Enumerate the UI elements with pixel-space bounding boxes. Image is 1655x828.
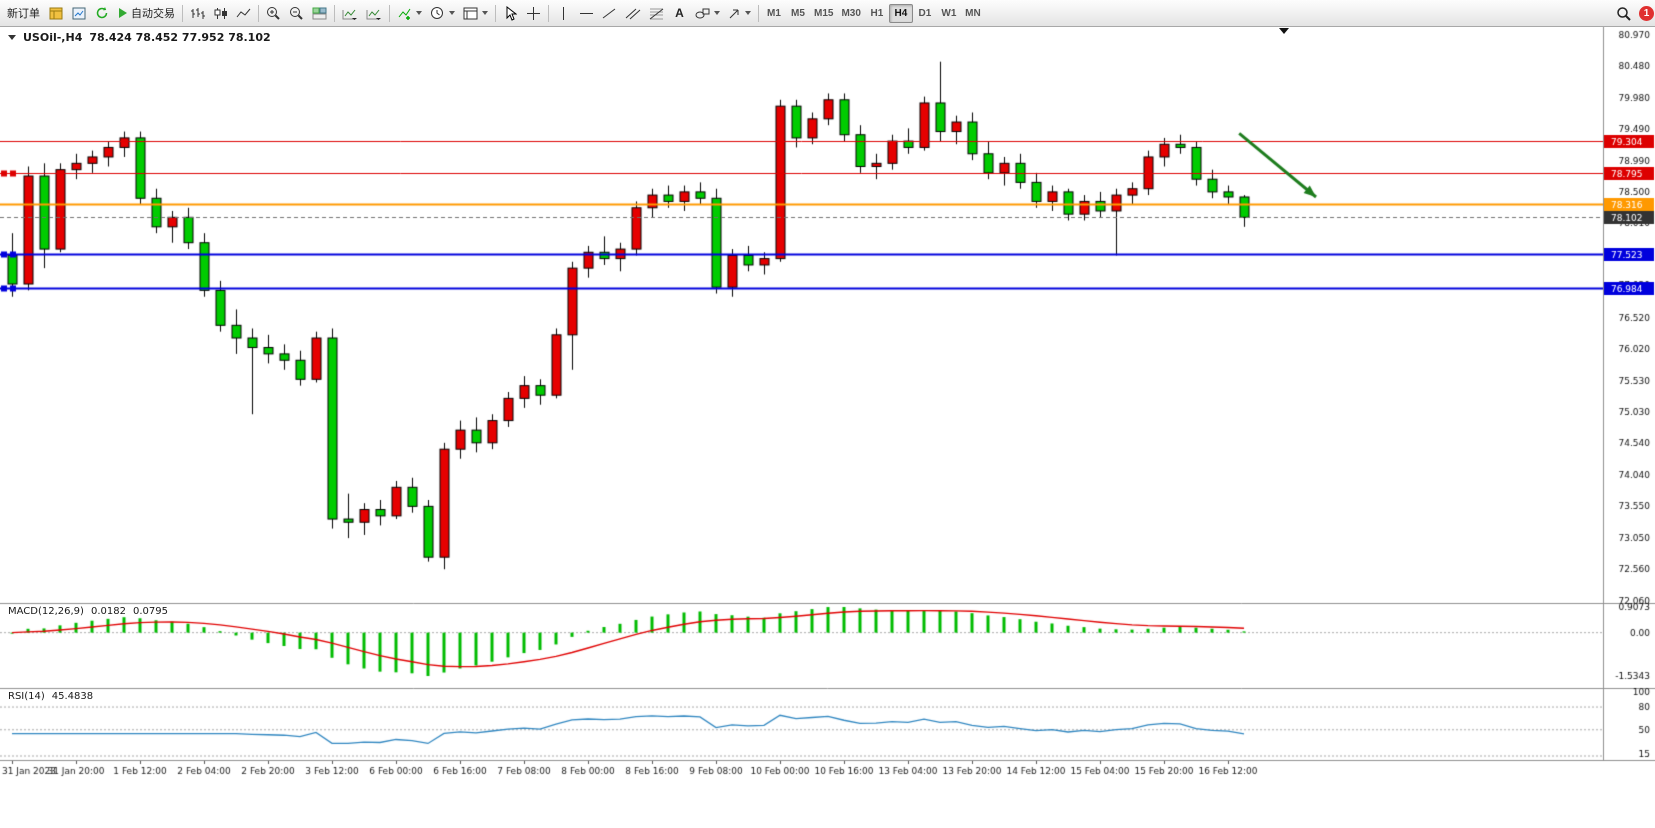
trendline-button[interactable]: [598, 3, 621, 24]
refresh-button[interactable]: [90, 3, 113, 24]
tile-windows-button[interactable]: [308, 3, 331, 24]
tile-windows-icon: [312, 7, 327, 19]
timeframe-m5-button[interactable]: M5: [786, 4, 810, 23]
chart-shift-button[interactable]: [362, 3, 386, 24]
zoom-out-button[interactable]: [285, 3, 308, 24]
arrows-tool-icon: [729, 9, 739, 18]
search-icon: [1617, 6, 1631, 21]
shapes-caret-icon: [714, 11, 720, 15]
notification-badge: 1: [1639, 5, 1654, 21]
vertical-line-button[interactable]: [552, 3, 575, 24]
auto-scroll-icon: [342, 9, 357, 20]
vertical-line-icon: [563, 6, 564, 20]
period-caret-icon: [449, 11, 455, 15]
shapes-icon: [695, 8, 710, 18]
indicators-caret-icon: [416, 11, 422, 15]
chart-icon: [72, 7, 85, 19]
arrows-caret-icon: [745, 11, 751, 15]
indicators-button[interactable]: [393, 3, 426, 24]
macd-main-value: 0.0182: [90, 606, 126, 617]
arrows-tool-button[interactable]: [724, 3, 755, 24]
text-label-button[interactable]: A: [668, 3, 691, 24]
toolbar-separator: [182, 4, 183, 22]
timeframe-mn-button[interactable]: MN: [961, 4, 985, 23]
rsi-value: 45.4838: [51, 691, 94, 702]
timeframe-w1-button[interactable]: W1: [937, 4, 961, 23]
timeframe-d1-button[interactable]: D1: [913, 4, 937, 23]
rsi-name: RSI(14): [8, 691, 45, 702]
cursor-icon: [506, 5, 517, 21]
horizontal-line-button[interactable]: [575, 3, 598, 24]
timeframe-h4-button[interactable]: H4: [888, 3, 913, 23]
price-chart-canvas[interactable]: [0, 26, 1655, 828]
auto-trading-button[interactable]: 自动交易: [113, 3, 179, 24]
macd-name: MACD(12,26,9): [8, 606, 84, 617]
fibonacci-button[interactable]: [645, 3, 668, 24]
macd-indicator-label: MACD(12,26,9) 0.0182 0.0795: [8, 606, 168, 617]
toolbar-separator: [495, 4, 496, 22]
add-indicator-icon: [398, 8, 411, 20]
cursor-button[interactable]: [499, 3, 522, 24]
crosshair-button[interactable]: [522, 3, 545, 24]
search-button[interactable]: [1612, 3, 1635, 24]
macd-signal-value: 0.0795: [132, 606, 168, 617]
zoom-in-button[interactable]: [262, 3, 285, 24]
chart-menu-icon[interactable]: [8, 35, 16, 40]
rsi-indicator-label: RSI(14) 45.4838: [8, 691, 93, 702]
chart-ohlc-values: 78.424 78.452 77.952 78.102: [89, 31, 271, 44]
text-tool-glyph: A: [675, 6, 684, 20]
candlestick-chart-button[interactable]: [209, 3, 232, 24]
template-icon: [463, 7, 478, 19]
bar-chart-button[interactable]: [186, 3, 209, 24]
new-order-button[interactable]: 新订单: [3, 3, 44, 24]
templates-caret-icon: [482, 11, 488, 15]
line-chart-button[interactable]: [232, 3, 255, 24]
chart-title: USOil-,H4 78.424 78.452 77.952 78.102: [8, 31, 271, 44]
scroll-position-marker[interactable]: [1279, 28, 1289, 34]
main-toolbar: 新订单 自动交易: [0, 0, 1655, 27]
notifications-button[interactable]: 1: [1635, 3, 1655, 24]
clock-icon: [431, 6, 443, 19]
market-watch-button[interactable]: [44, 3, 67, 24]
zoom-out-icon: [290, 6, 303, 20]
timeframe-m30-button[interactable]: M30: [837, 4, 864, 23]
toolbar-separator: [334, 4, 335, 22]
market-watch-icon: [49, 7, 62, 19]
line-chart-icon: [236, 8, 251, 17]
chart-symbol-timeframe: USOil-,H4: [23, 31, 83, 44]
bar-chart-icon: [191, 7, 205, 19]
period-button[interactable]: [426, 3, 459, 24]
toolbar-separator: [548, 4, 549, 22]
channel-button[interactable]: [621, 3, 645, 24]
auto-scroll-button[interactable]: [338, 3, 362, 24]
refresh-icon: [96, 7, 107, 19]
trendline-icon: [602, 8, 616, 18]
candlestick-chart-icon: [214, 7, 227, 19]
shapes-button[interactable]: [691, 3, 724, 24]
toolbar-separator: [258, 4, 259, 22]
fibonacci-icon: [649, 8, 664, 19]
templates-button[interactable]: [459, 3, 492, 24]
play-icon: [119, 8, 127, 18]
toolbar-separator: [389, 4, 390, 22]
zoom-in-icon: [267, 6, 280, 20]
horizontal-line-icon: [580, 12, 593, 14]
chart-shift-icon: [366, 9, 381, 20]
new-chart-button[interactable]: [67, 3, 90, 24]
channel-icon: [625, 8, 641, 20]
timeframe-m1-button[interactable]: M1: [762, 4, 786, 23]
toolbar-separator: [758, 4, 759, 22]
crosshair-icon: [527, 6, 540, 20]
timeframe-m15-button[interactable]: M15: [810, 4, 837, 23]
timeframe-h1-button[interactable]: H1: [865, 4, 889, 23]
auto-trading-label: 自动交易: [131, 8, 175, 20]
